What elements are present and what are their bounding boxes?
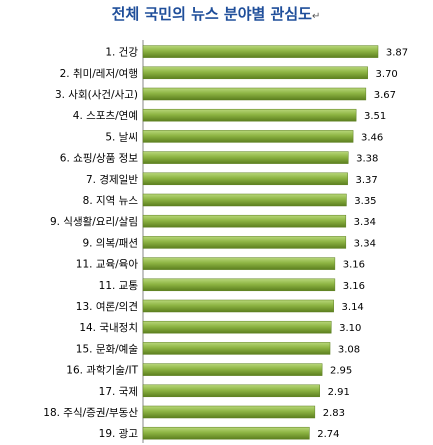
bar-row: 5. 날씨 3.46: [105, 130, 383, 143]
value-label: 3.08: [338, 344, 360, 355]
bar: [142, 278, 336, 292]
bar-row: 11. 교통 3.16: [99, 278, 365, 292]
value-label: 3.70: [376, 69, 398, 80]
paragraph-mark: ↵: [312, 11, 320, 22]
bar-row: 15. 문화/예술 3.08: [76, 342, 360, 355]
bar: [142, 151, 349, 164]
value-label: 2.83: [323, 408, 345, 419]
value-label: 2.74: [317, 429, 339, 440]
value-label: 3.14: [342, 302, 364, 313]
value-label: 3.67: [374, 90, 396, 101]
category-label: 7. 경제일반: [86, 173, 138, 186]
category-label: 2. 취미/레저/여행: [60, 68, 138, 80]
bar-row: 6. 쇼핑/상품 정보 3.38: [60, 151, 378, 165]
value-label: 3.35: [354, 196, 376, 207]
bar-row: 14. 국내정치 3.10: [79, 320, 361, 334]
bar: [142, 320, 332, 334]
value-label: 3.46: [361, 132, 383, 143]
value-label: 3.16: [343, 260, 365, 271]
category-label: 3. 사회(사건/사고): [55, 89, 138, 101]
bar-row: 4. 스포츠/연예 3.51: [73, 108, 386, 122]
bar-row: 3. 사회(사건/사고) 3.67: [55, 87, 396, 101]
value-label: 3.87: [386, 48, 408, 59]
chart-title-text: 전체 국민의 뉴스 분야별 관심도: [112, 5, 312, 23]
bar-row: 9. 의복/패션 3.34: [82, 236, 376, 249]
bar-row: 1. 건강 3.87: [105, 45, 408, 59]
category-label: 15. 문화/예술: [76, 342, 139, 355]
category-label: 16. 과학기술/IT: [66, 365, 138, 377]
category-label: 14. 국내정치: [79, 322, 138, 334]
bar-row: 19. 광고 2.74: [99, 426, 340, 440]
bar: [142, 45, 379, 58]
bar: [142, 384, 320, 398]
bar: [142, 87, 367, 101]
bar: [142, 193, 347, 207]
bar: [142, 426, 310, 440]
category-label: 1. 건강: [105, 47, 138, 59]
bar: [142, 342, 331, 355]
bar: [142, 172, 348, 186]
category-label: 9. 의복/패션: [82, 237, 138, 249]
bar: [142, 299, 334, 313]
bar-row: 16. 과학기술/IT 2.95: [66, 363, 352, 377]
category-label: 18. 주식/증권/부동산: [43, 407, 138, 419]
value-label: 3.16: [343, 281, 365, 292]
category-label: 11. 교육/육아: [76, 259, 139, 271]
value-label: 3.51: [364, 111, 386, 122]
bar: [142, 66, 368, 80]
chart-title: 전체 국민의 뉴스 분야별 관심도↵: [112, 5, 321, 23]
bar: [142, 257, 336, 270]
category-label: 5. 날씨: [105, 131, 138, 143]
bar: [142, 108, 357, 122]
bar-row: 13. 여론/의견 3.14: [76, 299, 364, 313]
value-label: 3.34: [354, 238, 376, 249]
bars-layer: 1. 건강 3.87 2. 취미/레저/여행 3.70 3. 사회(사건/사고) 3.67…: [43, 45, 408, 440]
category-label: 4. 스포츠/연예: [73, 109, 138, 122]
category-label: 13. 여론/의견: [76, 301, 138, 313]
bar-row: 9. 식생활/요리/살림 3.34: [50, 214, 376, 228]
bar-row: 11. 교육/육아 3.16: [76, 257, 365, 271]
bar-row: 2. 취미/레저/여행 3.70: [60, 66, 398, 80]
bar-row: 7. 경제일반 3.37: [86, 172, 378, 186]
bar: [142, 405, 316, 419]
category-label: 11. 교통: [99, 280, 139, 292]
value-label: 2.95: [330, 366, 352, 377]
category-label: 6. 쇼핑/상품 정보: [60, 153, 139, 165]
bar-row: 8. 지역 뉴스 3.35: [83, 193, 377, 207]
value-label: 3.37: [356, 175, 378, 186]
bar: [142, 214, 347, 228]
value-label: 2.91: [328, 387, 350, 398]
bar: [142, 363, 323, 376]
category-label: 9. 식생활/요리/살림: [50, 215, 138, 228]
bar-row: 18. 주식/증권/부동산 2.83: [43, 405, 345, 419]
value-label: 3.38: [356, 154, 378, 165]
bar: [142, 130, 354, 143]
category-label: 17. 국제: [99, 386, 138, 398]
value-label: 3.34: [354, 217, 376, 228]
bar: [142, 236, 347, 249]
category-label: 8. 지역 뉴스: [83, 195, 139, 207]
category-label: 19. 광고: [99, 428, 139, 440]
value-label: 3.10: [339, 323, 361, 334]
bar-row: 17. 국제 2.91: [99, 384, 350, 398]
